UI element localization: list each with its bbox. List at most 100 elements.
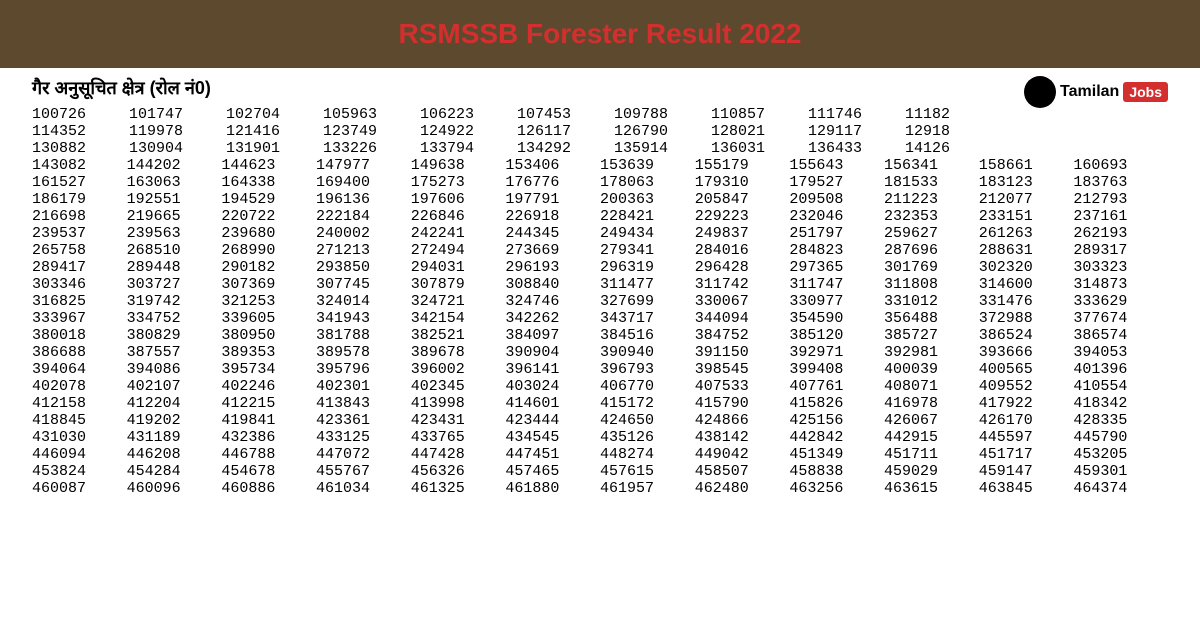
table-row: 2395372395632396802400022422412443452494… — [32, 225, 1168, 242]
roll-number-cell: 402078 — [32, 378, 127, 395]
roll-number-cell: 445790 — [1073, 429, 1168, 446]
roll-number-cell: 105963 — [323, 106, 420, 123]
roll-number-cell: 237161 — [1073, 208, 1168, 225]
roll-number-cell: 181533 — [884, 174, 979, 191]
roll-number-cell: 156341 — [884, 157, 979, 174]
roll-number-cell: 445597 — [979, 429, 1074, 446]
roll-number-cell: 459147 — [979, 463, 1074, 480]
roll-number-cell: 341943 — [316, 310, 411, 327]
roll-number-cell: 453205 — [1073, 446, 1168, 463]
roll-number-cell: 289417 — [32, 259, 127, 276]
roll-number-cell: 412204 — [127, 395, 222, 412]
roll-number-cell: 384516 — [600, 327, 695, 344]
roll-number-cell: 311747 — [789, 276, 884, 293]
roll-number-cell: 394064 — [32, 361, 127, 378]
roll-number-cell: 442915 — [884, 429, 979, 446]
roll-number-cell: 197606 — [411, 191, 506, 208]
roll-number-cell: 330067 — [695, 293, 790, 310]
logo-brand-text: Tamilan — [1060, 83, 1119, 101]
roll-number-cell: 271213 — [316, 242, 411, 259]
roll-number-cell: 153406 — [505, 157, 600, 174]
roll-number-cell: 239680 — [221, 225, 316, 242]
roll-number-cell: 432386 — [221, 429, 316, 446]
roll-number-cell: 249837 — [695, 225, 790, 242]
roll-number-cell: 385120 — [789, 327, 884, 344]
roll-number-cell: 143082 — [32, 157, 127, 174]
roll-number-cell: 102704 — [226, 106, 323, 123]
roll-number-cell: 307879 — [411, 276, 506, 293]
roll-number-cell: 334752 — [127, 310, 222, 327]
table-row: 1143521199781214161237491249221261171267… — [32, 123, 1168, 140]
roll-number-cell: 319742 — [127, 293, 222, 310]
roll-number-cell: 262193 — [1073, 225, 1168, 242]
roll-number-cell: 389578 — [316, 344, 411, 361]
roll-number-cell: 308840 — [505, 276, 600, 293]
roll-number-cell: 380950 — [221, 327, 316, 344]
roll-number-cell: 144202 — [127, 157, 222, 174]
roll-number-cell: 396002 — [411, 361, 506, 378]
roll-number-cell: 447451 — [505, 446, 600, 463]
roll-number-cell: 463615 — [884, 480, 979, 497]
roll-number-cell: 372988 — [979, 310, 1074, 327]
roll-number-cell: 382521 — [411, 327, 506, 344]
section-header-hindi: गैर अनुसूचित क्षेत्र (रोल नं0) — [32, 76, 1168, 100]
roll-number-cell: 14126 — [905, 140, 1002, 157]
roll-number-cell: 396141 — [505, 361, 600, 378]
roll-number-cell: 194529 — [221, 191, 316, 208]
roll-number-cell: 192551 — [127, 191, 222, 208]
roll-number-cell: 136433 — [808, 140, 905, 157]
roll-number-cell: 457615 — [600, 463, 695, 480]
roll-number-cell: 392971 — [789, 344, 884, 361]
roll-number-cell: 249434 — [600, 225, 695, 242]
logo-icon — [1024, 76, 1056, 108]
roll-number-cell: 226846 — [411, 208, 506, 225]
roll-number-cell: 385727 — [884, 327, 979, 344]
roll-number-cell: 417922 — [979, 395, 1074, 412]
roll-number-cell: 381788 — [316, 327, 411, 344]
roll-number-cell: 402107 — [127, 378, 222, 395]
roll-number-cell: 462480 — [695, 480, 790, 497]
roll-number-cell: 287696 — [884, 242, 979, 259]
roll-number-cell: 407533 — [695, 378, 790, 395]
roll-number-cell: 415790 — [695, 395, 790, 412]
table-row: 3033463037273073693077453078793088403114… — [32, 276, 1168, 293]
roll-number-cell: 144623 — [221, 157, 316, 174]
roll-number-cell: 426170 — [979, 412, 1074, 429]
roll-number-cell: 333967 — [32, 310, 127, 327]
roll-number-cell: 296428 — [695, 259, 790, 276]
roll-number-cell: 196136 — [316, 191, 411, 208]
roll-number-cell: 130882 — [32, 140, 129, 157]
roll-number-cell: 396793 — [600, 361, 695, 378]
roll-number-cell: 433125 — [316, 429, 411, 446]
roll-number-cell: 398545 — [695, 361, 790, 378]
roll-number-cell: 433765 — [411, 429, 506, 446]
roll-number-cell: 380829 — [127, 327, 222, 344]
roll-number-cell: 134292 — [517, 140, 614, 157]
roll-number-cell: 447072 — [316, 446, 411, 463]
roll-number-cell: 228421 — [600, 208, 695, 225]
roll-number-cell: 412158 — [32, 395, 127, 412]
roll-number-cell: 209508 — [789, 191, 884, 208]
roll-number-cell: 434545 — [505, 429, 600, 446]
roll-number-cell: 380018 — [32, 327, 127, 344]
roll-number-cell: 339605 — [221, 310, 316, 327]
roll-number-cell: 424866 — [695, 412, 790, 429]
roll-number-cell: 387557 — [127, 344, 222, 361]
roll-number-cell: 183123 — [979, 174, 1074, 191]
roll-number-cell: 423361 — [316, 412, 411, 429]
roll-number-cell: 449042 — [695, 446, 790, 463]
roll-number-cell: 330977 — [789, 293, 884, 310]
roll-number-cell: 446208 — [127, 446, 222, 463]
roll-number-cell: 149638 — [411, 157, 506, 174]
roll-number-cell: 463256 — [789, 480, 884, 497]
roll-number-cell: 219665 — [127, 208, 222, 225]
roll-number-cell: 106223 — [420, 106, 517, 123]
main-container: RSMSSB Forester Result 2022 गैर अनुसूचित… — [0, 0, 1200, 630]
roll-number-cell: 284016 — [695, 242, 790, 259]
roll-number-cell: 133794 — [420, 140, 517, 157]
page-header: RSMSSB Forester Result 2022 — [0, 0, 1200, 68]
roll-number-cell: 377674 — [1073, 310, 1168, 327]
roll-number-cell: 386574 — [1073, 327, 1168, 344]
result-document: गैर अनुसूचित क्षेत्र (रोल नं0) Tamilan J… — [20, 68, 1180, 610]
roll-number-cell: 314600 — [979, 276, 1074, 293]
